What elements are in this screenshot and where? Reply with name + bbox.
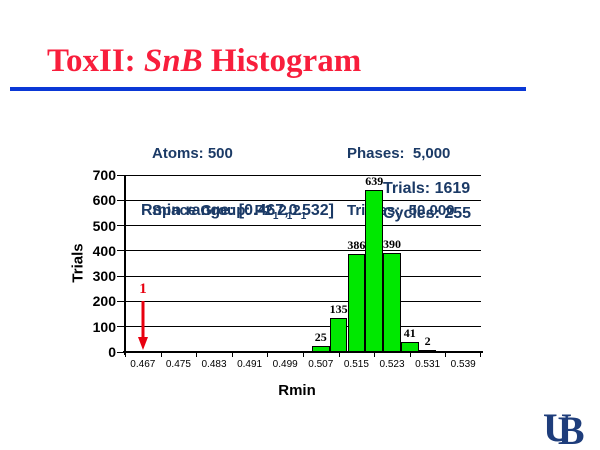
x-tick-label: 0.467 (130, 359, 156, 370)
y-tick-label: 100 (92, 318, 116, 335)
space-group-sub3: 1 (300, 211, 307, 222)
x-tick-mark (374, 353, 376, 357)
ub-logo: UB (543, 405, 585, 450)
rmin-range-annotation: Rmin range: [0.467,0.532] (141, 202, 334, 219)
gridline (125, 225, 481, 227)
x-tick-label: 0.531 (415, 359, 441, 370)
x-tick-mark (125, 353, 126, 357)
bar-value-label: 386 (347, 238, 366, 253)
x-tick-label: 0.539 (450, 359, 476, 370)
gridline (125, 275, 481, 277)
histogram-bar (365, 190, 384, 352)
x-tick-mark (196, 353, 198, 357)
space-group-mid2: 2 (292, 202, 301, 219)
bar-value-label: 25 (314, 329, 327, 344)
cycles-annotation: Cycles: 255 (383, 205, 472, 222)
y-tick-mark (117, 199, 124, 201)
bar-value-label: 639 (365, 174, 384, 189)
y-tick-mark (117, 300, 124, 302)
y-tick-label: 400 (92, 242, 116, 259)
x-tick-mark (445, 353, 447, 357)
y-tick-label: 600 (92, 192, 116, 209)
y-tick-mark (117, 225, 124, 227)
x-tick-label: 0.523 (379, 359, 405, 370)
y-tick-mark (117, 250, 124, 252)
x-tick-label: 0.475 (165, 359, 191, 370)
y-tick-mark (117, 351, 124, 353)
outlier-count-label: 1 (139, 281, 147, 297)
parameters-left-column: Atoms: 500 Space Group: P212121 (152, 106, 306, 260)
bar-value-label: 2 (424, 334, 431, 348)
space-group-sub1: 1 (272, 211, 279, 222)
y-tick-label: 0 (108, 344, 116, 360)
plot-area: Rmin range: [0.467,0.532] Trials: 1619 C… (93, 167, 483, 370)
x-tick-label: 0.499 (272, 359, 298, 370)
y-tick-mark (117, 174, 124, 176)
x-tick-label: 0.515 (343, 359, 369, 370)
y-tick-label: 300 (92, 268, 116, 285)
title-suffix: Histogram (202, 43, 362, 79)
space-group-sub2: 1 (286, 211, 293, 222)
y-axis-line (124, 175, 126, 355)
y-tick-label: 500 (92, 217, 116, 234)
atoms-text: Atoms: 500 (152, 145, 233, 162)
x-tick-mark (303, 353, 304, 357)
page-title: ToxII: SnB Histogram (47, 44, 361, 79)
gridline (125, 326, 481, 328)
bar-value-label: 390 (383, 237, 401, 252)
title-prefix: ToxII: (47, 43, 144, 79)
gridline (125, 300, 481, 302)
space-group-prefix: Space Group: P2 (152, 202, 273, 219)
space-group-text: Space Group: P212121 (152, 201, 306, 222)
x-tick-label: 0.491 (237, 359, 263, 370)
title-underline (10, 87, 526, 91)
x-tick-label: 0.483 (201, 359, 227, 370)
x-tick-mark (338, 353, 340, 357)
x-tick-label: 0.507 (308, 359, 334, 370)
y-tick-mark (117, 275, 124, 277)
x-tick-mark (480, 353, 481, 357)
ub-logo-u: U (543, 405, 572, 450)
title-program-name: SnB (143, 43, 203, 79)
x-tick-mark (160, 353, 162, 357)
bar-value-label: 135 (329, 301, 348, 316)
trials-total-annotation: Trials: 1619 (383, 180, 471, 197)
space-group-mid1: 2 (278, 202, 287, 219)
x-tick-mark (231, 353, 233, 357)
y-tick-mark (117, 326, 124, 328)
x-axis-line (123, 351, 483, 353)
gridline (125, 199, 481, 201)
ub-logo-b: B (557, 408, 585, 450)
down-arrow-icon (138, 301, 148, 350)
x-axis-title: Rmin (278, 382, 316, 399)
gridline (125, 250, 481, 252)
phases-text: Phases: 5,000 (347, 145, 451, 162)
y-tick-label: 200 (92, 293, 116, 310)
y-tick-label: 700 (92, 167, 116, 183)
gridline (125, 174, 481, 176)
bar-value-label: 41 (403, 325, 416, 340)
x-tick-mark (267, 353, 269, 357)
x-tick-mark (409, 353, 411, 357)
